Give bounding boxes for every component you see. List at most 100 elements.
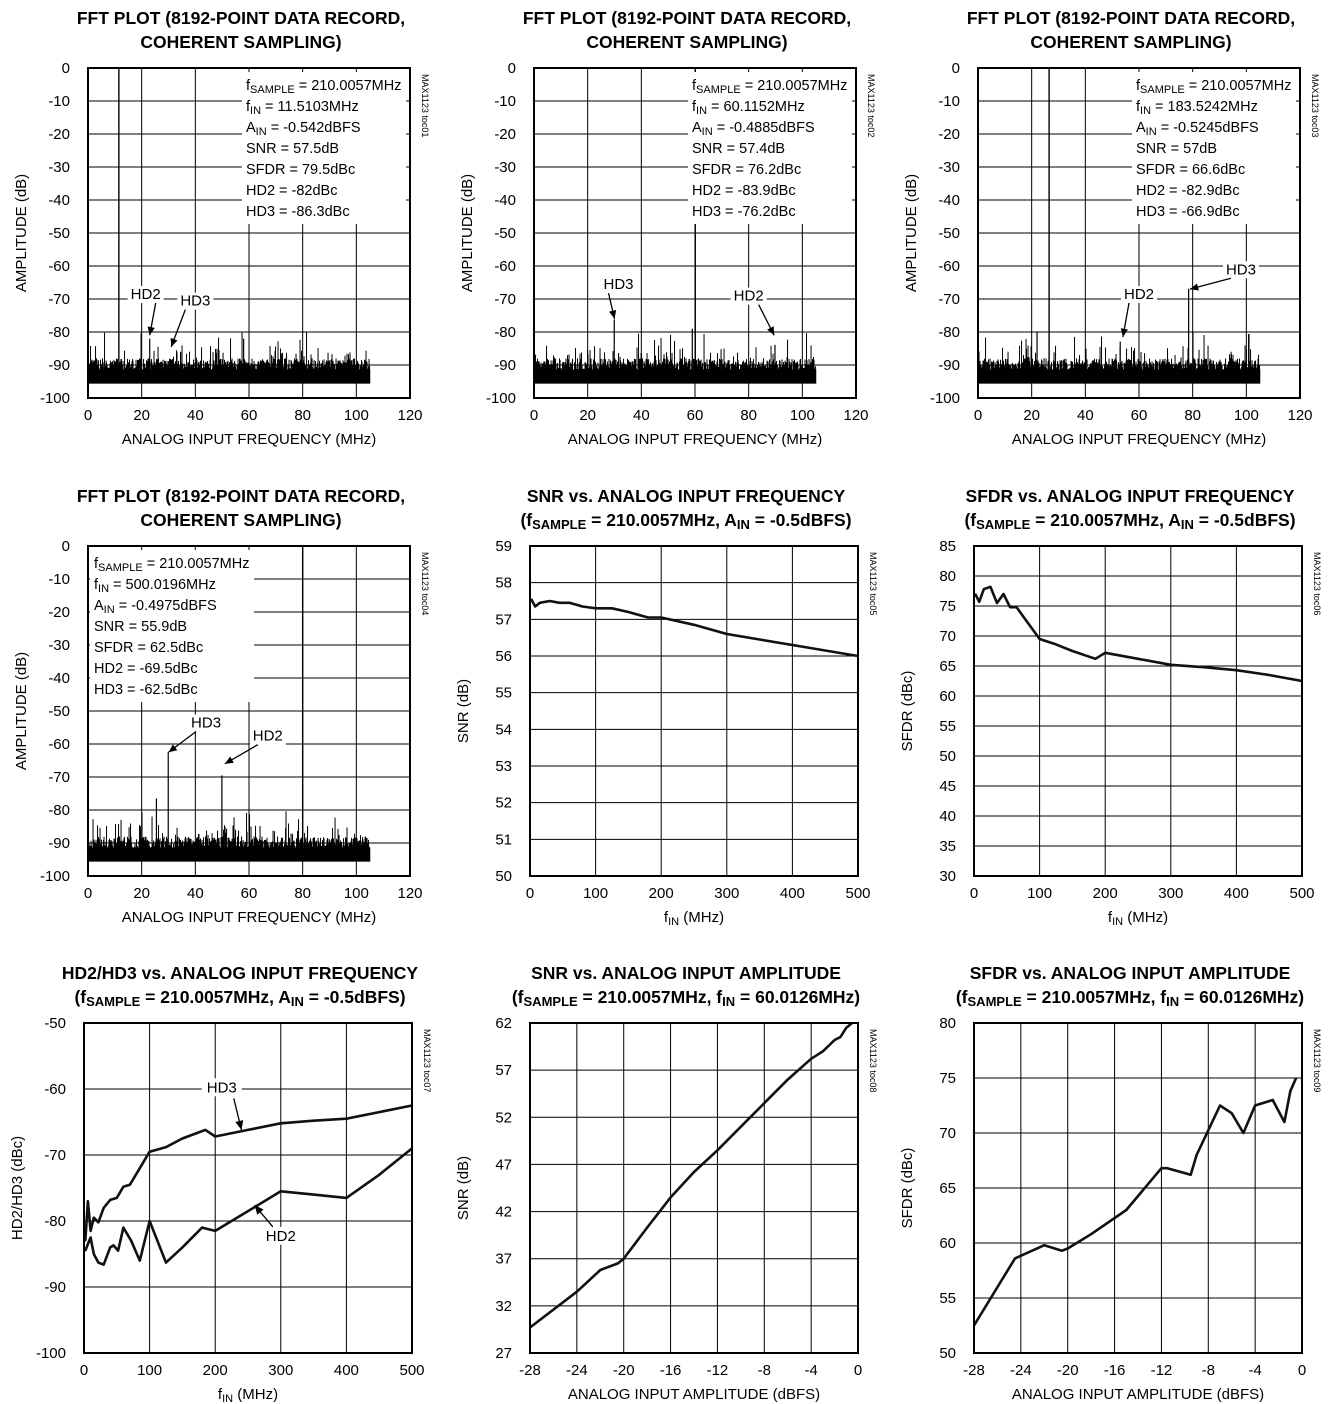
note-part: SNR = 57dB <box>1136 141 1217 157</box>
data-point <box>594 607 597 610</box>
note-part: f <box>246 99 251 115</box>
data-point <box>378 1174 381 1176</box>
data-point <box>647 616 649 619</box>
chart-title: SFDR vs. ANALOG INPUT FREQUENCY <box>966 486 1295 506</box>
x-tick-label: 20 <box>133 885 150 902</box>
x-tick-label: -28 <box>963 1362 985 1379</box>
chart-title: SNR vs. ANALOG INPUT FREQUENCY <box>527 486 846 506</box>
y-tick-label: -70 <box>48 769 70 786</box>
spec-note: SNR = 57.4dB <box>692 141 785 157</box>
spec-note: HD2 = -82dBc <box>246 183 337 199</box>
y-tick-label: -90 <box>938 357 960 374</box>
x-tick-label: 60 <box>241 885 258 902</box>
chart-panel: SNR vs. ANALOG INPUT AMPLITUDE (fSAMPLE =… <box>446 955 884 1403</box>
y-tick-label: -90 <box>44 1279 66 1296</box>
x-axis-label: ANALOG INPUT FREQUENCY (MHz) <box>1012 431 1266 448</box>
spec-note: SFDR = 62.5dBc <box>94 640 203 656</box>
spec-note: SNR = 57.5dB <box>246 141 339 157</box>
x-tick-label: -16 <box>660 1362 682 1379</box>
chart-title: SFDR vs. ANALOG INPUT AMPLITUDE <box>970 963 1291 983</box>
data-point <box>116 1197 118 1199</box>
spec-note: SNR = 55.9dB <box>94 619 187 635</box>
noise-floor <box>978 332 1261 384</box>
y-tick-label: -80 <box>48 324 70 341</box>
noise-floor <box>88 332 371 384</box>
y-tick-label: 52 <box>495 1109 512 1126</box>
note-part: HD3 = -76.2dBc <box>692 204 796 220</box>
y-tick-label: 55 <box>939 718 956 735</box>
data-point <box>201 1226 203 1229</box>
plot-frame <box>533 67 857 399</box>
spec-note: fSAMPLE = 210.0057MHz <box>1136 78 1291 96</box>
chart-panel: HD2/HD3 vs. ANALOG INPUT FREQUENCY (fSAMP… <box>0 955 438 1403</box>
note-part: = -0.4975dBFS <box>115 598 217 614</box>
spec-note: HD3 = -86.3dBc <box>246 204 350 220</box>
spec-note: fSAMPLE = 210.0057MHz <box>692 78 847 96</box>
note-part: SFDR = 62.5dBc <box>94 640 203 656</box>
subscript-text: IN <box>668 916 679 926</box>
y-tick-label: -30 <box>48 159 70 176</box>
note-part: f <box>692 99 697 115</box>
note-subscript: IN <box>250 105 261 117</box>
data-point <box>130 1240 133 1242</box>
data-point <box>247 1129 249 1131</box>
x-tick-label: 0 <box>974 407 982 424</box>
data-point <box>548 600 551 602</box>
note-subscript: SAMPLE <box>696 84 741 96</box>
series-line <box>974 585 1303 683</box>
note-part: HD2 = -82dBc <box>246 183 337 199</box>
chart-panel: SFDR vs. ANALOG INPUT FREQUENCY (fSAMPLE … <box>890 478 1328 926</box>
x-tick-label: 20 <box>579 407 596 424</box>
data-point <box>129 1183 131 1186</box>
figure-code: MAX1123 toc01 <box>420 74 430 137</box>
noise-band <box>534 369 817 384</box>
y-tick-label: -30 <box>494 159 516 176</box>
text-part: f <box>664 909 669 926</box>
x-tick-label: 300 <box>714 885 739 902</box>
x-tick-label: 100 <box>790 407 815 424</box>
x-tick-label: 60 <box>687 407 704 424</box>
y-tick-label: 60 <box>939 1235 956 1252</box>
y-tick-label: -40 <box>48 192 70 209</box>
data-point <box>758 638 761 641</box>
data-point <box>138 1167 141 1169</box>
data-point <box>117 1249 119 1252</box>
x-tick-label: -8 <box>1202 1362 1215 1379</box>
y-tick-label: 58 <box>495 575 512 592</box>
label-bg <box>249 727 286 745</box>
chart-panel: FFT PLOT (8192-POINT DATA RECORD, COHEREN… <box>0 0 438 448</box>
x-tick-label: 0 <box>530 407 538 424</box>
x-tick-label: 80 <box>294 885 311 902</box>
data-point <box>646 1226 648 1229</box>
x-axis-label: ANALOG INPUT AMPLITUDE (dBFS) <box>1012 1386 1264 1403</box>
y-axis-label: HD2/HD3 (dBc) <box>9 1136 26 1240</box>
arrow-head <box>1120 328 1128 337</box>
note-subscript: IN <box>1146 126 1157 138</box>
x-axis-label: fIN (MHz) <box>218 1386 278 1403</box>
data-point <box>791 644 794 646</box>
y-tick-label: -70 <box>44 1147 66 1164</box>
chart-title: FFT PLOT (8192-POINT DATA RECORD, <box>523 8 851 28</box>
y-tick-label: 50 <box>939 1345 956 1362</box>
x-tick-label: 80 <box>740 407 757 424</box>
data-point <box>1009 606 1011 608</box>
data-point <box>558 602 561 604</box>
data-point <box>1015 606 1018 608</box>
y-tick-label: -80 <box>48 802 70 819</box>
harmonic-label: HD2 <box>1124 286 1154 303</box>
y-tick-label: 47 <box>495 1156 512 1173</box>
data-point <box>204 1129 207 1131</box>
noise-band <box>978 369 1261 384</box>
text-part: (MHz) <box>679 909 724 926</box>
chart-svg: SNR vs. ANALOG INPUT AMPLITUDE (fSAMPLE =… <box>455 963 878 1403</box>
plot-frame <box>87 67 411 399</box>
x-tick-label: 40 <box>187 407 204 424</box>
chart-svg: FFT PLOT (8192-POINT DATA RECORD, COHEREN… <box>13 8 430 448</box>
text-part: (f <box>74 987 86 1007</box>
data-point <box>89 1236 92 1239</box>
note-part: HD2 = -69.5dBc <box>94 661 198 677</box>
arrow-head <box>254 1205 264 1215</box>
y-tick-label: 55 <box>495 685 512 702</box>
y-tick-label: 65 <box>939 658 956 675</box>
data-point <box>1283 1121 1286 1123</box>
